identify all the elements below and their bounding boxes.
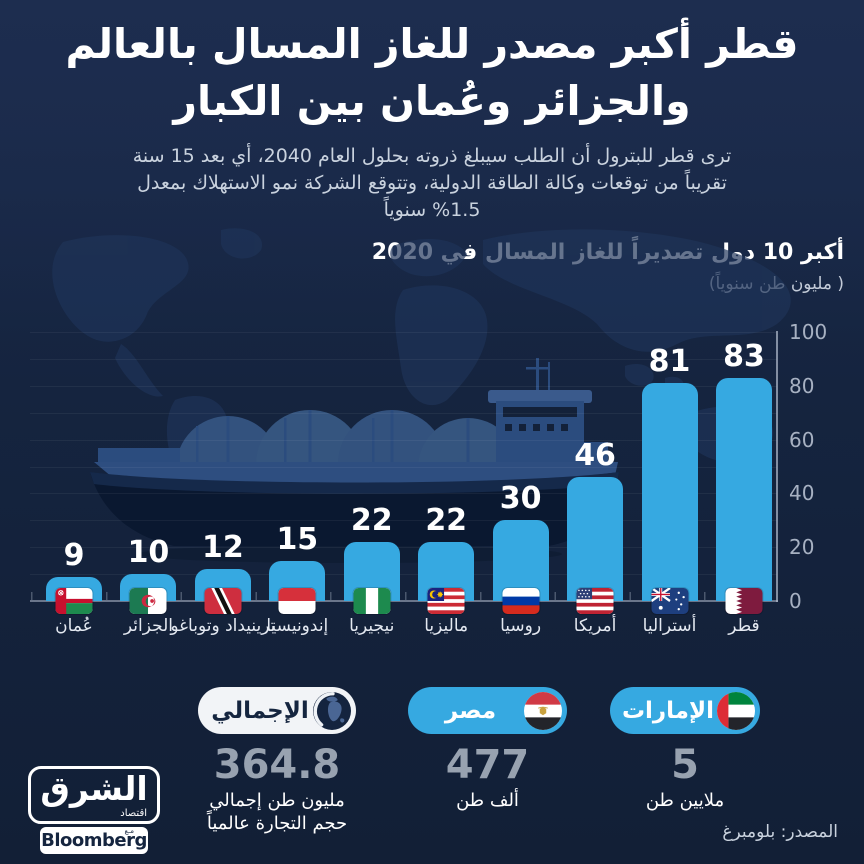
country-label: عُمان (55, 616, 93, 636)
bar-qatar (715, 377, 772, 601)
flag-qatar-icon (725, 588, 763, 614)
country-label: روسيا (500, 616, 542, 636)
page-title-line1: قطر أكبر مصدر للغاز المسال بالعالم (65, 20, 799, 68)
gridline (30, 332, 777, 333)
asharq-tagline: اقتصاد (120, 808, 147, 819)
lng-tanker-ship-illustration (90, 358, 619, 563)
bar-column-malaysia: 22 ماليزيا (418, 332, 475, 636)
bar-column-nigeria: 22 نيجيريا (343, 332, 400, 636)
source-note: المصدر: بلومبرغ (722, 822, 838, 842)
flag-egypt-icon (524, 691, 562, 730)
gridline (30, 574, 777, 576)
flag-oman-icon (55, 588, 93, 614)
y-axis-line (776, 331, 778, 602)
bar-russia (492, 520, 549, 601)
bar-value-label: 22 (425, 502, 468, 538)
bar-column-oman: 9 عُمان (46, 332, 102, 636)
flag-usa-icon (576, 588, 614, 614)
bar-value-label: 30 (499, 481, 542, 517)
country-label: ماليزيا (424, 616, 469, 636)
y-axis-tick-label: 80 (789, 373, 815, 398)
country-label: إندونيسيا (266, 616, 329, 636)
flag-algeria-icon (129, 588, 167, 614)
flag-indonesia-icon (278, 588, 316, 614)
bar-chart: 83 قطر 81 أستراليا 46 أمريكا 30 روسيا 22 ماليزيا 2… (46, 332, 772, 636)
bar-column-russia: 30 روسيا (492, 332, 549, 636)
flag-trinidad-icon (204, 588, 242, 614)
bar-usa (567, 477, 624, 601)
uae-value: 5 (671, 742, 699, 788)
bar-value-label: 15 (276, 521, 319, 557)
country-label: الجزائر (123, 616, 173, 636)
bar-value-label: 22 (350, 502, 393, 538)
uae-pill: الإمارات (610, 687, 760, 734)
total-value: 364.8 (213, 742, 341, 788)
total-unit-line1: مليون طن إجمالي (209, 790, 345, 811)
y-axis-tick-label: 60 (789, 427, 815, 452)
total-label: الإجمالي (211, 697, 309, 724)
gridline (30, 520, 777, 522)
bar-column-usa: 46 أمريكا (567, 332, 624, 636)
flag-uae-icon (717, 691, 755, 730)
y-axis-tick-label: 100 (789, 320, 828, 344)
total-pill: الإجمالي (198, 687, 356, 734)
bar-column-algeria: 10 الجزائر (120, 332, 177, 636)
flag-russia-icon (502, 588, 540, 614)
page-subtitle: ترى قطر للبترول أن الطلب سيبلغ ذروته بحل… (132, 145, 732, 221)
bar-column-qatar: 83 قطر (715, 332, 772, 636)
gridline (30, 385, 777, 387)
page-title: قطر أكبر مصدر للغاز المسال بالعالم والجز… (0, 16, 864, 131)
x-axis-ticks (31, 592, 778, 600)
egypt-unit: ألف طن (456, 790, 519, 811)
bar-column-australia: 81 أستراليا (641, 332, 698, 636)
country-label: ترينيداد وتوباغو (170, 616, 276, 636)
bloomberg-wordmark: Bloomberg (41, 830, 147, 851)
egypt-value: 477 (445, 742, 530, 788)
gridline (30, 412, 777, 414)
uae-label: الإمارات (621, 697, 715, 724)
bar-column-trinidad: 12 ترينيداد وتوباغو (170, 332, 275, 636)
country-label: قطر (728, 616, 760, 636)
gridline (30, 439, 777, 441)
y-axis-tick-label: 0 (789, 589, 802, 613)
stat-card-uae: الإمارات 5 ملايين طن (610, 687, 760, 813)
bloomberg-box: مـع Bloomberg (40, 827, 148, 854)
bar-australia (641, 383, 698, 601)
flag-nigeria-icon (353, 588, 391, 614)
bar-value-label: 83 (723, 338, 765, 374)
asharq-wordmark: الشرق (40, 769, 148, 808)
page-title-line2: والجزائر وعُمان بين الكبار (173, 77, 691, 126)
gridline (30, 493, 777, 495)
with-label: مـع (124, 827, 134, 835)
egypt-label: مصر (444, 697, 497, 724)
egypt-pill: مصر (408, 687, 567, 734)
country-label: أستراليا (642, 616, 697, 636)
flag-malaysia-icon (427, 588, 465, 614)
bar-value-label: 10 (127, 535, 170, 571)
x-axis-baseline (30, 600, 778, 602)
stat-card-total: الإجمالي 364.8 مليون طن إجمالي حجم التجا… (198, 687, 356, 835)
asharq-logo-box: الشرق اقتصاد (28, 766, 160, 824)
stat-card-egypt: مصر 477 ألف طن (408, 687, 567, 813)
gridline (30, 466, 777, 468)
y-axis-tick-label: 20 (789, 535, 815, 560)
bar-value-label: 9 (63, 537, 85, 573)
asharq-bloomberg-logo: الشرق اقتصاد مـع Bloomberg (28, 766, 160, 854)
country-label: نيجيريا (349, 616, 395, 636)
bar-value-label: 12 (202, 529, 244, 565)
bar-value-label: 81 (648, 344, 691, 380)
uae-unit: ملايين طن (645, 790, 725, 811)
country-label: أمريكا (573, 616, 617, 636)
gridline (30, 358, 777, 360)
gridline (30, 547, 777, 549)
y-axis-tick-label: 40 (789, 481, 815, 506)
flag-australia-icon (651, 588, 688, 614)
globe-icon (313, 691, 351, 730)
bar-column-indonesia: 15 إندونيسيا (266, 332, 328, 636)
bar-value-label: 46 (574, 438, 616, 474)
total-unit-line2: حجم التجارة عالمياً (206, 812, 348, 834)
